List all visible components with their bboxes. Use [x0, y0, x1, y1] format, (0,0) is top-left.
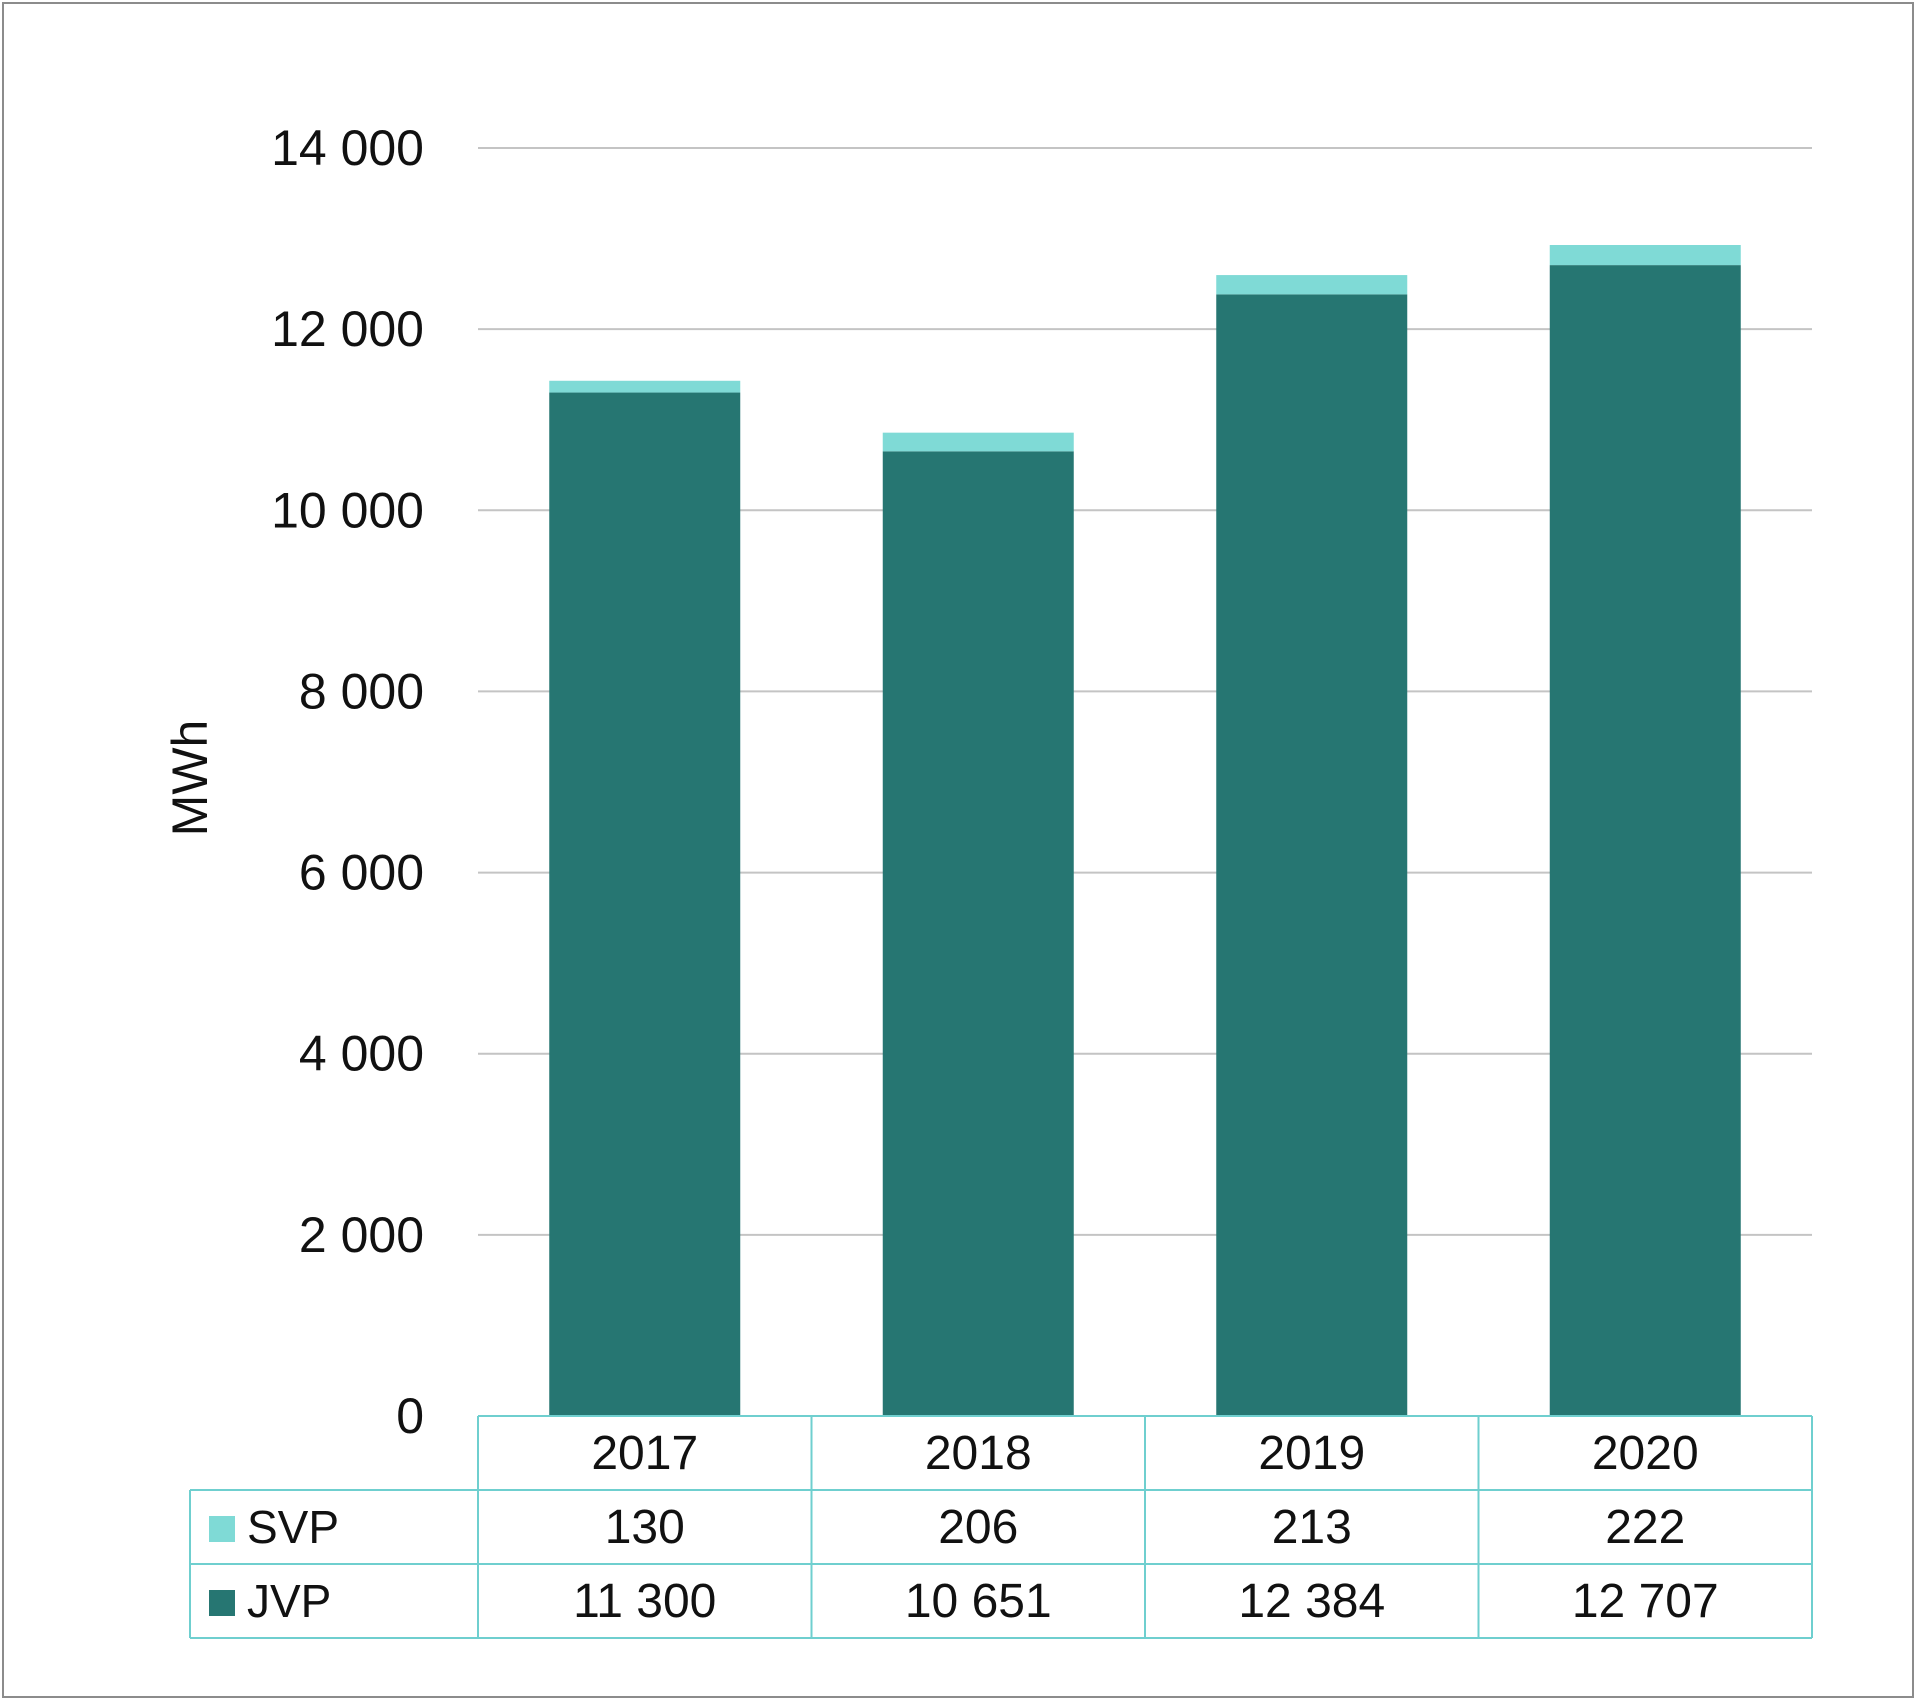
data-table: 2017 2018 2019 2020 SVP 130 206 213 222 JVP 11 300… — [189, 1415, 1813, 1639]
bar-svp-2018 — [882, 432, 1074, 452]
y-axis-title: MWh — [162, 720, 218, 837]
y-tick-label: 8 000 — [299, 663, 424, 719]
data-label-jvp: 12 707 — [1572, 1575, 1719, 1628]
bar-jvp-2017 — [549, 392, 741, 1416]
legend-swatch-svp — [209, 1516, 235, 1542]
x-category-label: 2018 — [925, 1427, 1032, 1480]
bar-svp-2019 — [1216, 275, 1408, 295]
data-label-svp: 222 — [1605, 1501, 1685, 1554]
bars — [549, 245, 1741, 1417]
data-label-svp: 206 — [938, 1501, 1018, 1554]
bar-jvp-2020 — [1549, 265, 1741, 1416]
x-category-label: 2019 — [1258, 1427, 1365, 1480]
legend-swatch-jvp — [209, 1590, 235, 1616]
y-tick-label: 4 000 — [299, 1026, 424, 1082]
data-label-svp: 213 — [1272, 1501, 1352, 1554]
bar-jvp-2019 — [1216, 294, 1408, 1417]
legend-label-jvp: JVP — [247, 1575, 331, 1627]
legend-label-svp: SVP — [247, 1501, 339, 1553]
y-tick-label: 10 000 — [271, 482, 424, 538]
y-tick-label: 14 000 — [271, 120, 424, 176]
data-label-jvp: 11 300 — [573, 1575, 716, 1628]
y-axis: 0 2 000 4 000 6 000 8 000 10 000 12 000 14 000 — [271, 120, 424, 1444]
bar-svp-2020 — [1549, 245, 1741, 266]
x-category-label: 2017 — [591, 1427, 698, 1480]
y-tick-label: 0 — [396, 1388, 424, 1444]
bar-svp-2017 — [549, 380, 741, 393]
y-tick-label: 6 000 — [299, 845, 424, 901]
data-label-jvp: 12 384 — [1238, 1575, 1385, 1628]
y-tick-label: 2 000 — [299, 1207, 424, 1263]
y-tick-label: 12 000 — [271, 301, 424, 357]
bar-jvp-2018 — [882, 451, 1074, 1416]
x-category-label: 2020 — [1592, 1427, 1699, 1480]
stacked-bar-chart: 2017 2018 2019 2020 SVP 130 206 213 222 JVP 11 300… — [162, 120, 1813, 1639]
data-label-jvp: 10 651 — [905, 1575, 1052, 1628]
data-label-svp: 130 — [605, 1501, 685, 1554]
